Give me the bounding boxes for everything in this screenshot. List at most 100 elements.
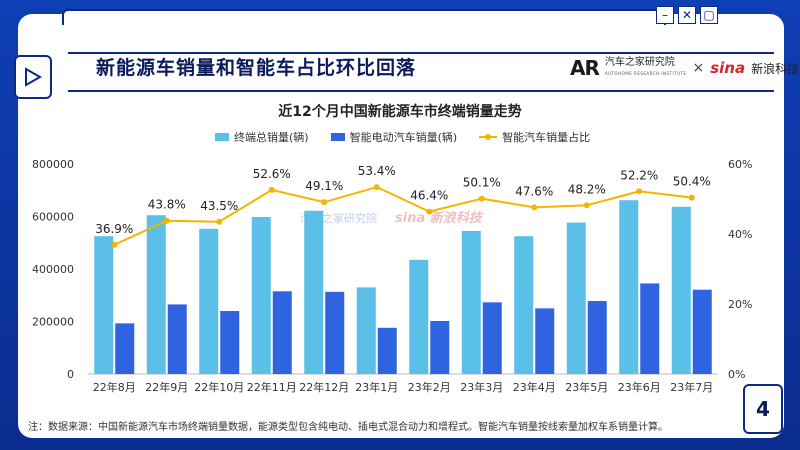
chart-title: 近12个月中国新能源车市终端销量走势 xyxy=(278,104,522,120)
bar-smart xyxy=(167,304,187,374)
play-button[interactable] xyxy=(14,55,52,99)
bar-total xyxy=(409,259,429,374)
x-tick-label: 22年10月 xyxy=(194,380,244,394)
close-icon[interactable]: ✕ xyxy=(678,6,696,24)
y-left-tick-label: 200000 xyxy=(32,316,74,329)
x-tick-label: 23年6月 xyxy=(618,380,661,394)
bar-total xyxy=(304,210,324,374)
brand-logos: AR 汽车之家研究院 AUTOHOME RESEARCH INSTITUTE × … xyxy=(570,56,799,80)
x-tick-label: 22年8月 xyxy=(93,380,136,394)
bar-total xyxy=(514,236,534,374)
ratio-data-label: 50.4% xyxy=(673,175,711,189)
ratio-data-label: 47.6% xyxy=(515,184,553,198)
x-tick-label: 22年9月 xyxy=(145,380,188,394)
autohome-brand-name: 汽车之家研究院 xyxy=(604,57,675,68)
bar-smart xyxy=(325,291,345,374)
autohome-brand-subtitle: AUTOHOME RESEARCH INSTITUTE xyxy=(604,71,687,76)
ratio-point xyxy=(688,194,695,201)
ratio-data-label: 48.2% xyxy=(568,182,606,196)
ratio-line xyxy=(113,186,692,246)
sina-logo: sina xyxy=(710,59,746,77)
legend-swatch-smart xyxy=(330,133,345,141)
y-left-tick-label: 0 xyxy=(67,368,74,381)
bar-smart xyxy=(115,323,135,374)
x-tick-label: 23年4月 xyxy=(513,380,556,394)
bar-smart xyxy=(272,291,292,374)
legend-item-total: 终端总销量(辆) xyxy=(215,129,309,145)
ratio-data-label: 36.9% xyxy=(95,222,133,236)
bar-total xyxy=(146,215,166,374)
x-tick-label: 23年7月 xyxy=(670,380,713,394)
autohome-logo-icon: AR xyxy=(570,56,600,80)
legend-label-ratio: 智能汽车销量占比 xyxy=(502,131,591,144)
ratio-point xyxy=(636,188,643,195)
ratio-point xyxy=(478,195,485,202)
watermark-sina: sina 新浪科技 xyxy=(395,211,482,226)
footnote: 注：数据来源：中国新能源汽车市场终端销量数据，能源类型包含纯电动、插电式混合动力… xyxy=(28,422,668,433)
y-left-tick-label: 600000 xyxy=(32,211,74,224)
ratio-point xyxy=(216,218,223,225)
y-right-tick-label: 40% xyxy=(728,228,752,241)
maximize-icon[interactable]: ▢ xyxy=(700,6,718,24)
title-bar xyxy=(68,52,774,92)
legend-swatch-ratio xyxy=(479,133,498,141)
legend-label-smart: 智能电动汽车销量(辆) xyxy=(349,131,458,144)
bar-smart xyxy=(220,311,240,374)
chart-legend: 终端总销量(辆) 智能电动汽车销量(辆) 智能汽车销量占比 xyxy=(215,129,590,145)
ratio-point xyxy=(583,202,590,209)
y-left-tick-label: 800000 xyxy=(32,158,74,171)
bar-smart xyxy=(587,301,607,374)
x-tick-label: 23年3月 xyxy=(460,380,503,394)
ratio-data-label: 43.5% xyxy=(200,199,238,213)
bar-smart xyxy=(535,308,555,374)
legend-swatch-total xyxy=(215,133,229,141)
bar-smart xyxy=(482,302,502,374)
y-right-tick-label: 20% xyxy=(728,298,752,311)
ratio-point xyxy=(426,208,433,215)
sina-brand-name: 新浪科技 xyxy=(751,61,800,76)
ratio-data-label: 49.1% xyxy=(305,179,343,193)
ratio-data-label: 53.4% xyxy=(358,164,396,178)
ratio-point xyxy=(163,217,170,224)
minimize-icon[interactable]: – xyxy=(656,6,674,24)
bar-smart xyxy=(640,283,660,374)
bar-total xyxy=(671,206,691,374)
bar-total xyxy=(94,236,114,374)
ratio-point xyxy=(373,184,380,191)
bar-smart xyxy=(377,327,397,374)
ratio-point xyxy=(531,204,538,211)
x-tick-label: 22年12月 xyxy=(299,380,349,394)
page-number: 4 xyxy=(743,384,783,434)
window-controls: – ✕ ▢ xyxy=(656,6,718,24)
x-tick-label: 23年2月 xyxy=(408,380,451,394)
legend-item-smart: 智能电动汽车销量(辆) xyxy=(330,129,458,145)
bar-smart xyxy=(430,320,450,374)
ratio-data-label: 50.1% xyxy=(463,176,501,190)
bar-total xyxy=(566,222,586,374)
legend-label-total: 终端总销量(辆) xyxy=(234,131,309,144)
bar-total xyxy=(199,228,219,374)
ratio-point xyxy=(321,199,328,206)
x-tick-label: 23年5月 xyxy=(565,380,608,394)
ratio-point xyxy=(111,241,118,248)
legend-item-ratio: 智能汽车销量占比 xyxy=(479,129,590,145)
bar-total xyxy=(356,287,376,374)
brand-separator: × xyxy=(692,60,705,76)
ratio-point xyxy=(268,186,275,193)
play-icon xyxy=(25,67,42,87)
bar-total xyxy=(251,217,271,374)
bar-smart xyxy=(692,289,712,374)
x-tick-label: 22年11月 xyxy=(247,380,297,394)
ratio-data-label: 46.4% xyxy=(410,189,448,203)
bar-total xyxy=(461,230,481,374)
bar-total xyxy=(619,200,639,374)
x-tick-label: 23年1月 xyxy=(355,380,398,394)
y-left-tick-label: 400000 xyxy=(32,263,74,276)
ratio-data-label: 52.6% xyxy=(253,167,291,181)
ratio-data-label: 52.2% xyxy=(620,168,658,182)
page-title: 新能源车销量和智能车占比环比回落 xyxy=(96,57,417,79)
ratio-data-label: 43.8% xyxy=(148,198,186,212)
y-right-tick-label: 60% xyxy=(728,158,752,171)
y-right-tick-label: 0% xyxy=(728,368,745,381)
